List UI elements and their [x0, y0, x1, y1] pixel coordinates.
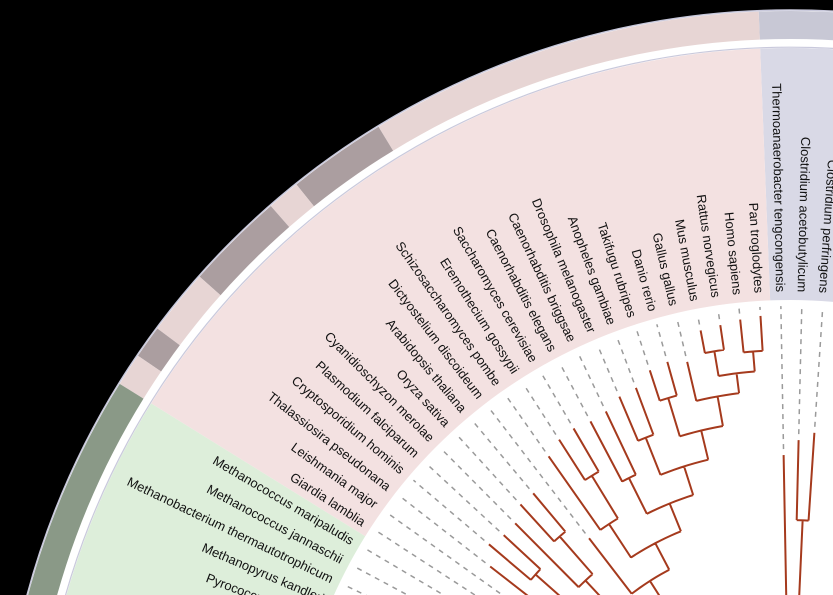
leaf-label-bacteria-1: Clostridium acetobutylicum	[795, 137, 814, 293]
ring-segment-sage	[28, 383, 144, 595]
ring-segment-pink	[157, 276, 221, 346]
domain-wedge-eukaryota	[151, 48, 771, 537]
domain-wedge-archaea	[66, 403, 366, 595]
ring-segment-taupe	[199, 205, 290, 296]
domain-wedge-bacteria	[760, 48, 833, 302]
wedge-outer-outline	[65, 46, 833, 595]
ring-outer-outline	[26, 9, 833, 595]
leaf-leader-lines	[344, 306, 824, 595]
tree-branches	[488, 315, 816, 595]
ring-segment-pink	[378, 11, 760, 151]
ring-segment-pink	[119, 355, 162, 399]
ring-segment-pink	[270, 184, 314, 228]
ring-segment-taupe	[137, 328, 180, 372]
leaf-label-eukaryota-3: Pan troglodytes	[746, 202, 767, 294]
leaf-label-bacteria-2: Thermoanaerobacter tengcongensis	[769, 83, 788, 293]
ring-segment-taupe	[296, 126, 394, 207]
ring-segment-lavender	[758, 11, 833, 41]
